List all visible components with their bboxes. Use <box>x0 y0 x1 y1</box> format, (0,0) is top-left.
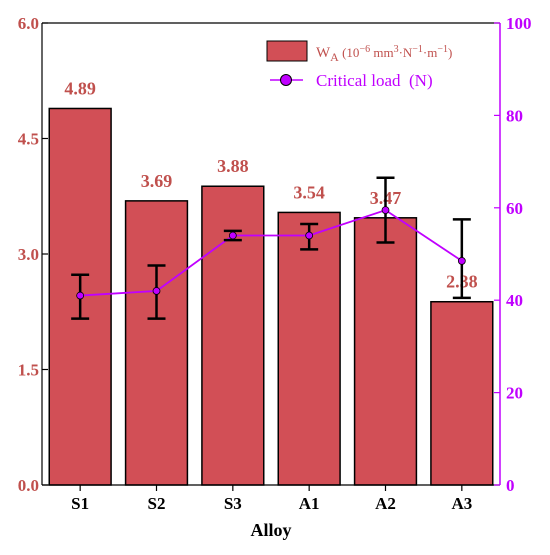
legend-bar-label-part: −1 <box>412 44 423 55</box>
bar-value-label-S3: 3.88 <box>217 156 249 176</box>
critical-load-line <box>80 209 463 297</box>
x-tick-label-S2: S2 <box>148 494 166 513</box>
right-tick-label: 0 <box>506 476 515 495</box>
bar-value-label-S2: 3.69 <box>141 171 173 191</box>
x-tick-label-A1: A1 <box>299 494 320 513</box>
bar-A3 <box>430 300 494 486</box>
x-tick-label-S1: S1 <box>71 494 89 513</box>
left-tick-label: 1.5 <box>18 361 39 380</box>
legend-bar-label-part: −6 <box>359 44 370 55</box>
legend-bar-label-part: (10 <box>339 45 360 60</box>
legend-bar-label-part: 3 <box>394 44 399 55</box>
bar-value-label-A1: 3.54 <box>293 182 325 202</box>
legend-bar-label-part: A <box>330 50 339 64</box>
bar-A2 <box>353 217 418 486</box>
legend-line-label: Critical load (N) <box>316 71 433 90</box>
legend-bar-swatch <box>266 40 308 62</box>
right-tick-label: 100 <box>506 14 532 33</box>
left-tick-label: 6.0 <box>18 14 39 33</box>
critical-load-point-A3 <box>457 257 466 265</box>
bar-value-label-S1: 4.89 <box>64 78 96 98</box>
legend-bar-label-part: mm <box>370 45 393 60</box>
right-tick-label: 60 <box>506 199 523 218</box>
critical-load-point-S3 <box>228 231 237 240</box>
x-tick-label-A3: A3 <box>451 494 472 513</box>
legend-line-marker <box>280 74 292 86</box>
critical-load-point-S1 <box>76 291 85 300</box>
legend-bar-label-part: W <box>316 45 331 61</box>
bars-layer: 4.893.693.883.543.472.38 <box>48 78 494 486</box>
legend-bar-label: WA (10−6 mm3·N−1·m−1) <box>316 44 452 64</box>
right-tick-label: 80 <box>506 106 523 125</box>
x-tick-label-S3: S3 <box>224 494 242 513</box>
x-axis-title: Alloy <box>250 520 291 540</box>
right-tick-label: 20 <box>506 384 523 403</box>
left-tick-label: 0.0 <box>18 476 39 495</box>
right-tick-label: 40 <box>506 291 523 310</box>
critical-load-point-A1 <box>305 231 314 240</box>
bar-S2 <box>124 200 189 486</box>
legend-bar-label-part: ·N <box>399 45 413 60</box>
x-tick-label-A2: A2 <box>375 494 396 513</box>
left-tick-label: 3.0 <box>18 245 39 264</box>
left-tick-label: 4.5 <box>18 130 39 149</box>
legend-bar-label-part: ·m <box>423 45 437 60</box>
critical-load-line-layer <box>71 176 471 320</box>
legend: WA (10−6 mm3·N−1·m−1) Critical load (N) <box>266 40 452 90</box>
legend-bar-label-part: −1 <box>437 44 448 55</box>
legend-bar-label-part: ) <box>448 45 452 60</box>
critical-load-point-S2 <box>152 287 161 295</box>
critical-load-point-A2 <box>381 206 390 215</box>
bar-A1 <box>277 211 341 486</box>
